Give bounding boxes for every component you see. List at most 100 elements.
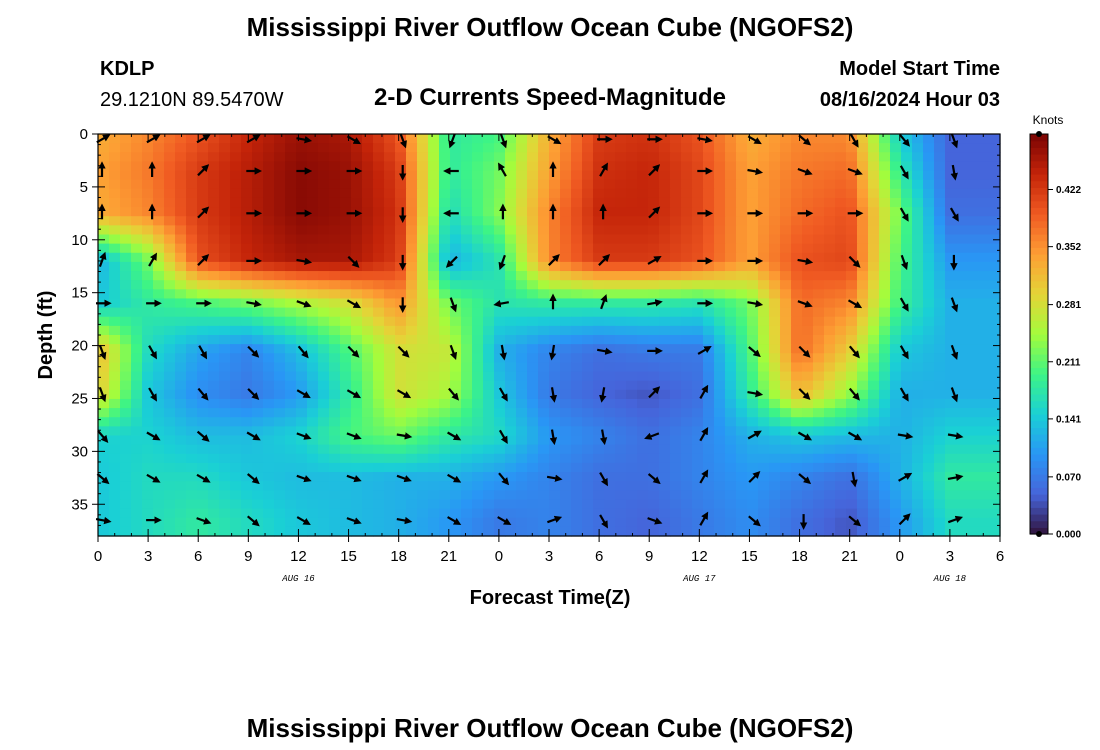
heatmap-cell: [747, 435, 759, 446]
current-vector-arrow: [346, 432, 362, 440]
heatmap-cell: [351, 234, 363, 245]
current-vector-arrow: [148, 252, 157, 267]
heatmap-cell: [417, 325, 429, 336]
heatmap-cell: [516, 243, 528, 254]
heatmap-cell: [835, 398, 847, 409]
heatmap-cell: [714, 234, 726, 245]
heatmap-cell: [703, 234, 715, 245]
heatmap-cell: [846, 362, 858, 373]
heatmap-cell: [747, 234, 759, 245]
colorbar-segment: [1030, 427, 1048, 435]
heatmap-cell: [461, 453, 473, 464]
heatmap-cell: [296, 517, 308, 528]
heatmap-cell: [780, 508, 792, 519]
heatmap-cell: [296, 252, 308, 263]
colorbar-segment: [1030, 154, 1048, 162]
heatmap-cell: [846, 307, 858, 318]
heatmap-cell: [549, 152, 561, 163]
heatmap-cell: [879, 179, 891, 190]
heatmap-cell: [747, 462, 759, 473]
heatmap-cell: [252, 307, 264, 318]
heatmap-cell: [692, 380, 704, 391]
heatmap-cell: [461, 243, 473, 254]
heatmap-cell: [703, 517, 715, 528]
current-vector-arrow: [346, 299, 362, 309]
heatmap-cell: [109, 179, 121, 190]
heatmap-cell: [538, 234, 550, 245]
heatmap-cell: [791, 435, 803, 446]
heatmap-cell: [329, 444, 341, 455]
heatmap-cell: [483, 499, 495, 510]
heatmap-cell: [219, 517, 231, 528]
heatmap-cell: [450, 197, 462, 208]
heatmap-cell: [593, 271, 605, 281]
heatmap-cell: [934, 426, 946, 437]
heatmap-cell: [450, 481, 462, 491]
heatmap-cell: [835, 462, 847, 473]
heatmap-cell: [615, 408, 627, 418]
heatmap-cell: [98, 325, 110, 336]
heatmap-cell: [483, 243, 495, 254]
heatmap-cell: [208, 389, 220, 400]
heatmap-cell: [318, 252, 330, 263]
heatmap-cell: [109, 225, 121, 236]
heatmap-cell: [142, 252, 154, 263]
heatmap-cell: [868, 298, 880, 309]
heatmap-cell: [120, 325, 132, 336]
heatmap-cell: [593, 197, 605, 208]
heatmap-cell: [813, 207, 825, 217]
heatmap-cell: [175, 435, 187, 446]
heatmap-cell: [956, 316, 968, 327]
heatmap-cell: [967, 161, 979, 172]
heatmap-cell: [307, 389, 319, 400]
heatmap-cell: [681, 490, 693, 501]
heatmap-cell: [637, 517, 649, 528]
colorbar-unit: Knots: [1033, 113, 1064, 127]
heatmap-cell: [659, 353, 671, 364]
heatmap-cell: [406, 508, 418, 519]
heatmap-cell: [538, 517, 550, 528]
heatmap-cell: [340, 143, 352, 153]
heatmap-cell: [483, 444, 495, 455]
heatmap-cell: [868, 453, 880, 464]
heatmap-cell: [659, 280, 671, 290]
heatmap-cell: [978, 280, 990, 290]
heatmap-cell: [142, 261, 154, 272]
heatmap-cell: [340, 234, 352, 245]
heatmap-cell: [428, 453, 440, 464]
heatmap-cell: [681, 462, 693, 473]
heatmap-cell: [494, 408, 506, 418]
heatmap-cell: [461, 499, 473, 510]
heatmap-cell: [659, 362, 671, 373]
heatmap-cell: [395, 298, 407, 309]
heatmap-cell: [835, 289, 847, 300]
heatmap-cell: [956, 325, 968, 336]
heatmap-cell: [153, 216, 165, 226]
heatmap-cell: [340, 252, 352, 263]
heatmap-cell: [868, 426, 880, 437]
heatmap-cell: [175, 344, 187, 354]
heatmap-cell: [835, 335, 847, 345]
current-vector-arrow: [899, 165, 909, 180]
heatmap-cell: [461, 426, 473, 437]
heatmap-cell: [824, 389, 836, 400]
heatmap-cell: [703, 179, 715, 190]
heatmap-cell: [824, 508, 836, 519]
heatmap-cell: [978, 289, 990, 300]
heatmap-cell: [142, 417, 154, 427]
heatmap-cell: [813, 481, 825, 491]
heatmap-cell: [340, 179, 352, 190]
heatmap-cell: [637, 462, 649, 473]
heatmap-cell: [351, 490, 363, 501]
current-vector-arrow: [396, 432, 413, 440]
colorbar-segment: [1030, 280, 1048, 288]
heatmap-cell: [604, 335, 616, 345]
heatmap-cell: [384, 234, 396, 245]
heatmap-cell: [681, 143, 693, 153]
heatmap-cell: [186, 307, 198, 318]
heatmap-cell: [318, 188, 330, 199]
heatmap-cell: [472, 481, 484, 491]
heatmap-cell: [538, 335, 550, 345]
heatmap-cell: [373, 289, 385, 300]
heatmap-cell: [714, 134, 726, 144]
